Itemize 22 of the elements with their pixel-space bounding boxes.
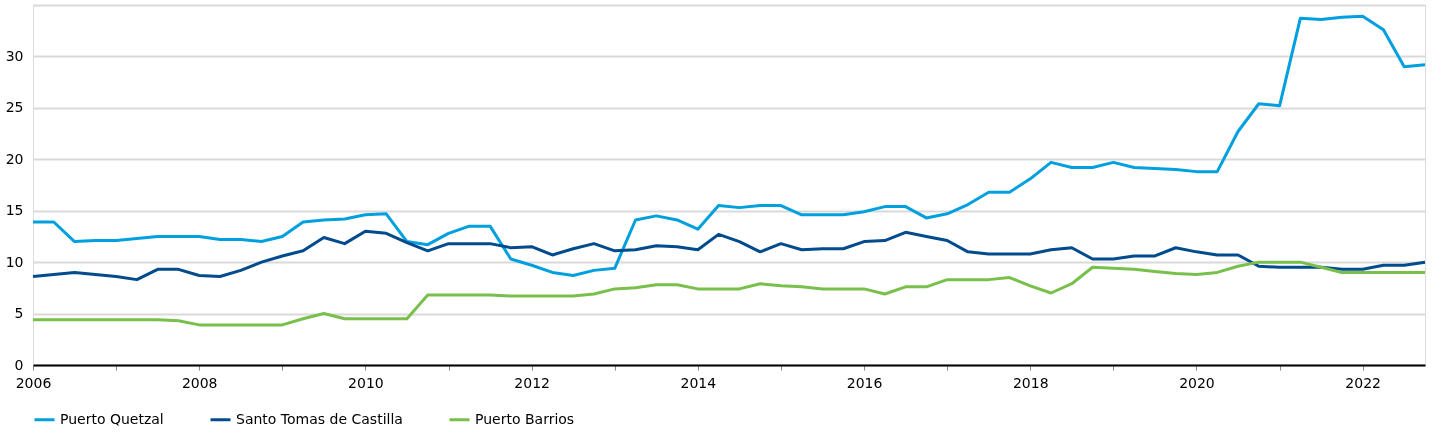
y-tick-label: 10 [5, 253, 24, 270]
y-tick-label: 5 [14, 305, 24, 322]
legend-label: Santo Tomas de Castilla [236, 410, 403, 427]
x-tick-label: 2016 [846, 374, 883, 391]
x-tick-label: 2014 [680, 374, 717, 391]
legend-label: Puerto Barrios [475, 410, 575, 427]
x-tick-label: 2006 [15, 374, 52, 391]
x-tick-label: 2012 [514, 374, 550, 391]
x-tick-label: 2022 [1345, 374, 1381, 391]
x-tick-label: 2018 [1012, 374, 1049, 391]
legend-label: Puerto Quetzal [60, 410, 164, 427]
y-tick-label: 25 [5, 99, 24, 116]
line-series [31, 229, 1427, 282]
line-series [31, 260, 1427, 327]
y-tick-label: 30 [5, 47, 24, 64]
x-tick-label: 2008 [181, 374, 218, 391]
y-tick-label: 15 [5, 202, 24, 219]
y-tick-label: 20 [5, 150, 24, 167]
y-tick-label: 0 [14, 356, 24, 373]
x-tick-label: 2020 [1179, 374, 1215, 391]
line-series [31, 14, 1427, 278]
x-tick-label: 2010 [348, 374, 384, 391]
